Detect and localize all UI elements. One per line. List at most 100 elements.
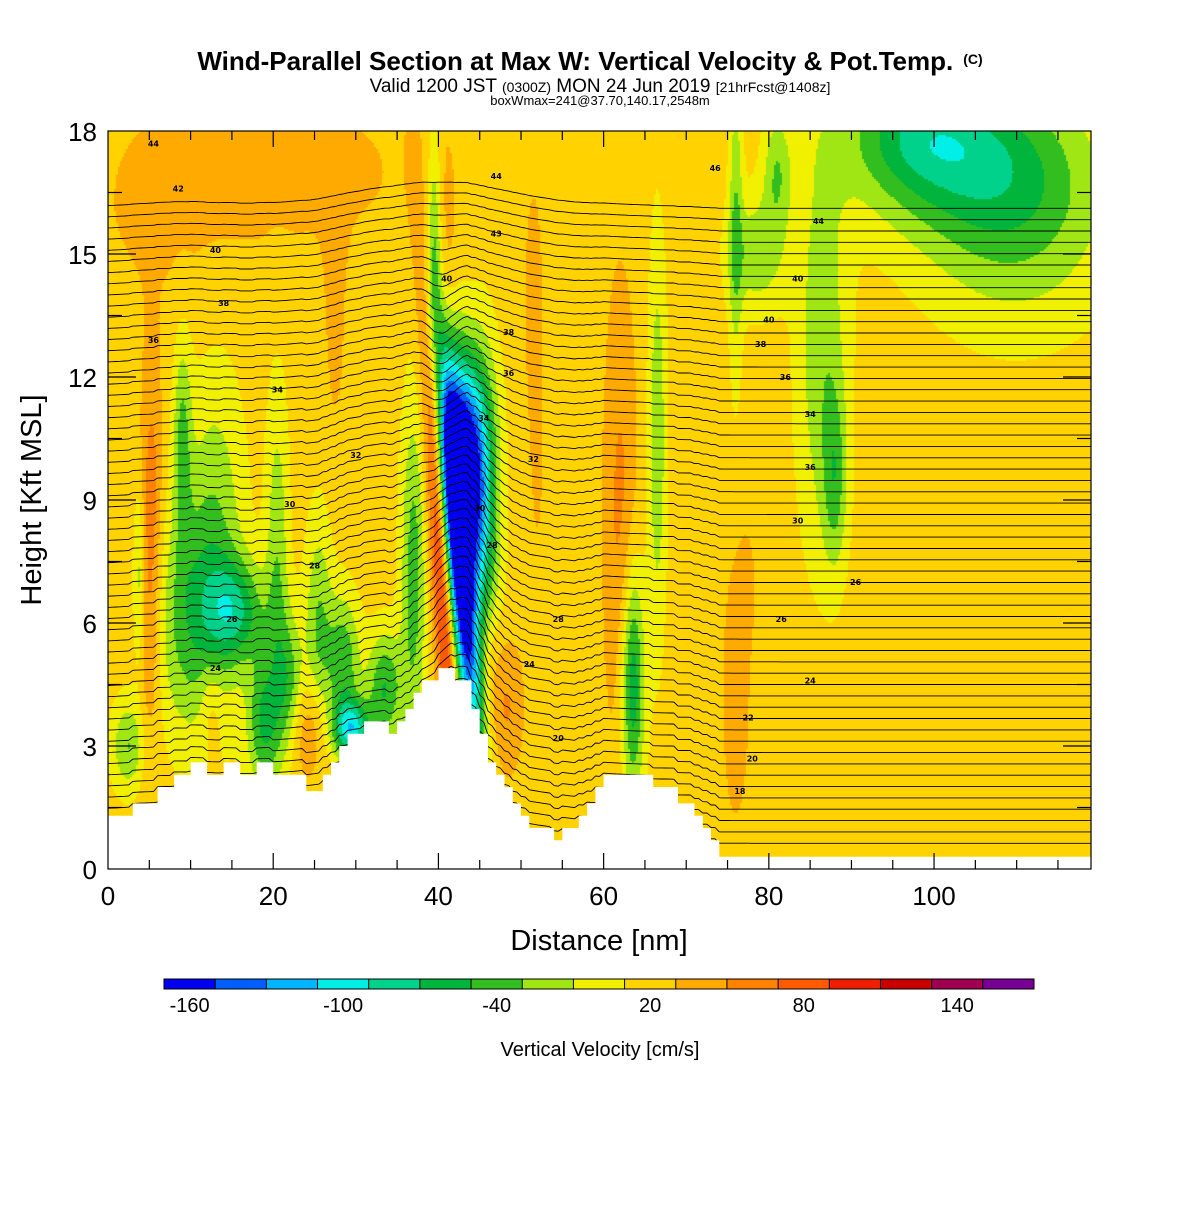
colorbar-swatch (419, 979, 472, 989)
colorbar-tick-label: 80 (793, 995, 815, 1017)
contour-label: 20 (553, 734, 565, 743)
contour-label: 44 (813, 217, 825, 226)
contour-label-group: 44 (491, 172, 503, 181)
theta-contour-line (107, 665, 1091, 765)
contour-label-group: 38 (218, 299, 230, 308)
theta-contour-line (107, 305, 1091, 345)
colorbar-tick-label: -40 (482, 995, 511, 1017)
contour-label: 22 (743, 713, 754, 722)
theta-contour-labels: 44 42 40 38 36 34 32 30 28 26 24 44 43 40 38 36 34 32 30 28… (148, 139, 862, 796)
contour-label-group: 43 (491, 230, 502, 239)
colorbar-swatch (266, 979, 319, 989)
theta-contour-line (107, 254, 1091, 289)
y-axis-label: Height [Kft MSL] (16, 394, 48, 605)
theta-contour-line (107, 265, 1091, 300)
theta-contour-line (107, 526, 1091, 617)
y-tick-label: 12 (68, 363, 97, 393)
theta-contour-line (107, 244, 1091, 277)
theta-contour-line (107, 345, 1091, 391)
contour-label: 34 (805, 410, 817, 419)
colorbar-swatch (931, 979, 984, 989)
y-tick-label: 9 (83, 486, 97, 516)
terrain (108, 668, 1091, 869)
contour-label-group: 46 (710, 164, 722, 173)
contour-label-group: 28 (553, 615, 565, 624)
contour-label: 40 (792, 275, 804, 284)
contour-label-group: 44 (813, 217, 825, 226)
x-tick-labels: 0 20 40 60 80 100 (101, 881, 956, 911)
theta-contour-line (107, 508, 1091, 595)
contour-label: 43 (491, 230, 502, 239)
colorbar-swatch (471, 979, 523, 989)
theta-contour-line (107, 295, 1091, 334)
contour-label: 36 (148, 336, 160, 345)
colorbar-swatch (829, 979, 881, 989)
contour-label: 24 (524, 660, 536, 669)
colorbar-swatch (982, 979, 1035, 989)
contour-label: 18 (734, 787, 746, 796)
colorbar-swatch (317, 979, 370, 989)
y-tick-label: 18 (68, 117, 97, 147)
colorbar-swatch (215, 979, 267, 989)
contour-label-group: 18 (734, 787, 746, 796)
contour-label: 44 (148, 139, 160, 148)
contour-label-group: 44 (148, 139, 160, 148)
contour-label-group: 34 (805, 410, 817, 419)
chart-title: Wind-Parallel Section at Max W: Vertical… (197, 46, 982, 76)
contour-label-group: 36 (148, 336, 160, 345)
theta-contour-line (107, 213, 1091, 243)
theta-contour-line (107, 391, 1091, 447)
colorbar-label: Vertical Velocity [cm/s] (501, 1039, 700, 1061)
theta-contour-line (107, 410, 1091, 470)
theta-contour-line (107, 586, 1091, 685)
theta-contour-line (107, 382, 1091, 436)
y-tick-label: 6 (83, 609, 97, 639)
theta-contour-line (107, 436, 1091, 504)
contour-label-group: 34 (478, 414, 490, 423)
colorbar (163, 978, 1035, 990)
contour-label: 26 (850, 578, 862, 587)
contour-label-group: 28 (309, 562, 321, 571)
chart-subtitle: Valid 1200 JST (0300Z) MON 24 Jun 2019 [… (370, 76, 831, 97)
theta-contour-line (107, 275, 1091, 311)
theta-contour-line (107, 481, 1091, 561)
theta-contour-line (107, 427, 1091, 493)
theta-contour-line (107, 234, 1091, 266)
colorbar-swatch (522, 979, 574, 989)
contour-label-group: 40 (763, 316, 775, 325)
plot-area: 44 42 40 38 36 34 32 30 28 26 24 44 43 40 38 36 34 32 30 28… (107, 130, 1092, 870)
y-tick-labels: 0 3 6 9 12 15 18 (68, 117, 97, 885)
contour-label-group: 32 (528, 455, 539, 464)
theta-contour-line (107, 445, 1091, 515)
axis-ticks (108, 131, 1091, 869)
theta-contour-line (107, 677, 1091, 776)
contour-label-group: 20 (553, 734, 565, 743)
contour-label: 38 (503, 328, 515, 337)
colorbar-swatch (726, 979, 779, 989)
theta-contour-line (107, 223, 1091, 255)
theta-contour-line (107, 454, 1091, 527)
contour-label: 36 (503, 369, 515, 378)
contour-label: 24 (805, 676, 817, 685)
contour-label-group: 30 (284, 500, 296, 509)
contour-label-group: 30 (792, 517, 804, 526)
colorbar-tick-label: 140 (941, 995, 974, 1017)
contour-label: 24 (210, 664, 222, 673)
contour-label: 34 (478, 414, 490, 423)
x-axis-label: Distance [nm] (510, 925, 687, 957)
theta-contour-line (107, 192, 1091, 221)
x-tick-label: 80 (754, 881, 783, 911)
contour-label-group: 24 (524, 660, 536, 669)
y-tick-label: 0 (83, 855, 97, 885)
contour-label: 46 (710, 164, 722, 173)
contour-label: 26 (226, 615, 238, 624)
colorbar-tick-labels: -160 -100 -40 20 80 140 (170, 995, 974, 1017)
contour-label-group: 40 (210, 246, 222, 255)
theta-contour-line (107, 618, 1091, 719)
contour-label: 40 (441, 275, 453, 284)
contour-label: 38 (218, 299, 230, 308)
colorbar-tick-label: -160 (170, 995, 210, 1017)
contour-label: 30 (792, 517, 804, 526)
colorbar-swatch (675, 979, 728, 989)
